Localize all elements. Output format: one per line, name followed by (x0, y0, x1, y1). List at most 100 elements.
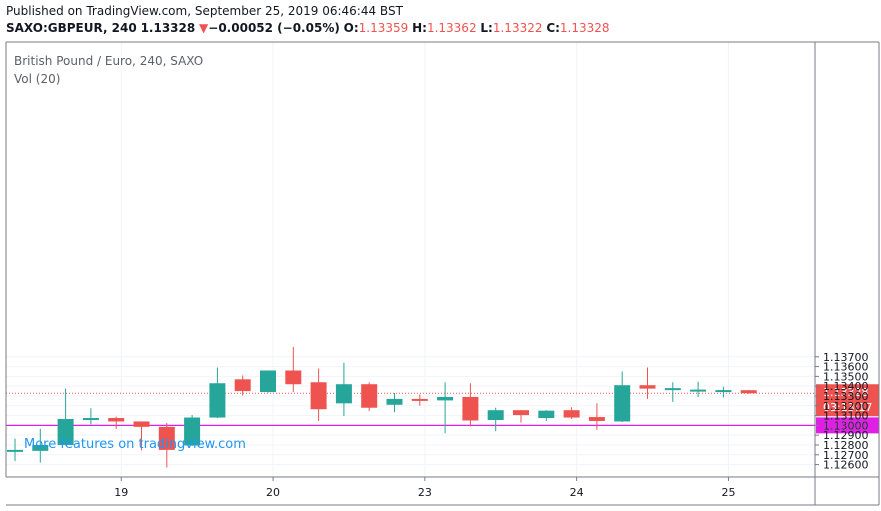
level-price-tag (816, 417, 879, 434)
x-tick-label: 20 (266, 486, 280, 499)
y-tick-label: 1.13000 (823, 419, 869, 432)
candle-body (234, 379, 251, 392)
candle[interactable] (260, 370, 276, 393)
high-label: H: (412, 21, 427, 35)
candle-body (614, 385, 631, 422)
candle[interactable] (462, 383, 479, 427)
candle-body (664, 388, 681, 391)
close-value: 1.13328 (559, 21, 610, 35)
candle[interactable] (335, 362, 352, 417)
symbol-label: SAXO:GBPEUR, 240 (6, 21, 137, 35)
candle-body (7, 449, 23, 452)
candle[interactable] (234, 375, 251, 396)
y-tick-label: 1.12600 (823, 459, 869, 472)
last-price-tag (816, 384, 879, 417)
candle[interactable] (285, 346, 302, 393)
candle-body (133, 421, 150, 427)
low-value: 1.13322 (492, 21, 543, 35)
candle-body (411, 398, 428, 401)
candle[interactable] (133, 421, 150, 451)
candle[interactable] (411, 394, 428, 406)
candle[interactable] (614, 371, 631, 422)
candle[interactable] (740, 389, 757, 394)
candle[interactable] (310, 368, 327, 421)
y-tick-label: 1.13300 (823, 390, 869, 403)
candle-body (462, 396, 479, 421)
x-tick-label: 23 (418, 486, 432, 499)
candle-body (209, 383, 226, 418)
candle[interactable] (563, 407, 580, 420)
candle-body (310, 382, 327, 410)
candle-body (158, 426, 175, 450)
y-tick-label: 1.13700 (823, 351, 869, 364)
candle-body (639, 385, 656, 389)
candle-body (335, 384, 352, 404)
candle-body (285, 370, 302, 385)
candle[interactable] (639, 367, 656, 399)
candle-body (32, 444, 49, 451)
level-price-label: 1.13000 (823, 419, 869, 432)
legend-title: British Pound / Euro, 240, SAXO (14, 54, 203, 68)
candle[interactable] (7, 438, 23, 462)
candle[interactable] (437, 382, 454, 434)
candle-body (513, 410, 529, 416)
candle-body (563, 410, 580, 418)
y-tick-label: 1.13400 (823, 380, 869, 393)
candle[interactable] (209, 367, 226, 419)
chart-frame (5, 41, 880, 506)
candle[interactable] (715, 386, 732, 398)
candles-group (7, 346, 757, 468)
candle-body (538, 410, 555, 419)
last-price-label: 1.13328 (823, 386, 869, 399)
candle-body (260, 370, 276, 393)
candle-body (108, 418, 125, 422)
high-value: 1.13362 (426, 21, 477, 35)
candle-body (740, 390, 757, 394)
x-tick-label: 25 (721, 486, 735, 499)
candle-body (487, 410, 504, 420)
y-tick-label: 1.13100 (823, 410, 869, 423)
published-caption: Published on TradingView.com, September … (6, 4, 403, 18)
candle[interactable] (184, 415, 201, 446)
candle[interactable] (361, 382, 378, 412)
candle[interactable] (538, 410, 555, 421)
candle[interactable] (664, 382, 681, 402)
last-price-line-group: 1.13328 03:13:17 (6, 384, 879, 417)
candle-body (690, 389, 707, 392)
candle-body (386, 398, 403, 405)
legend-volume: Vol (20) (14, 72, 60, 86)
close-label: C: (546, 21, 560, 35)
candle[interactable] (32, 428, 49, 463)
y-tick-label: 1.13200 (823, 400, 869, 413)
watermark-link[interactable]: More features on tradingview.com (24, 437, 246, 452)
change-value: −0.00052 (−0.05%) (208, 21, 340, 35)
candle-body (82, 418, 99, 421)
x-tick-label: 19 (114, 486, 128, 499)
low-label: L: (480, 21, 493, 35)
y-tick-label: 1.13500 (823, 370, 869, 383)
candle[interactable] (513, 410, 529, 423)
candle[interactable] (57, 388, 74, 446)
candle[interactable] (158, 422, 175, 468)
last-price: 1.13328 (140, 21, 196, 35)
candle[interactable] (82, 408, 99, 425)
y-tick-label: 1.12900 (823, 429, 869, 442)
time-axis[interactable]: 19 20 23 24 25 (114, 477, 735, 499)
candle[interactable] (386, 393, 403, 413)
price-axis[interactable]: 1.126001.127001.128001.129001.130001.131… (815, 351, 869, 472)
down-arrow-icon: ▼ (199, 21, 209, 35)
candle-body (184, 417, 201, 446)
candle[interactable] (588, 403, 605, 430)
countdown-label: 03:13:17 (823, 401, 872, 414)
x-tick-label: 24 (570, 486, 584, 499)
y-tick-label: 1.12700 (823, 449, 869, 462)
candle[interactable] (690, 381, 707, 397)
grid-lines (6, 42, 815, 477)
open-label: O: (343, 21, 359, 35)
candle-body (57, 419, 74, 445)
candle-body (715, 390, 732, 393)
candle[interactable] (108, 416, 125, 429)
candle[interactable] (487, 407, 504, 432)
ohlc-header: SAXO:GBPEUR, 240 1.13328 ▼−0.00052 (−0.0… (6, 21, 610, 35)
